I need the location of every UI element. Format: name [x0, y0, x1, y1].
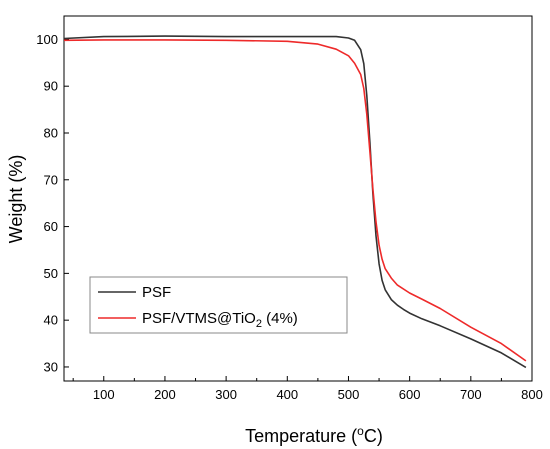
y-axis-title: Weight (%): [6, 155, 26, 244]
x-axis-title-degree: o: [357, 424, 364, 438]
y-tick-label: 80: [44, 125, 58, 140]
x-tick-label: 600: [399, 387, 421, 402]
legend-label-psf: PSF: [142, 284, 171, 301]
x-axis-title: Temperature (oC): [245, 424, 383, 446]
y-tick-label: 50: [44, 266, 58, 281]
x-axis-title-suffix: C): [364, 426, 383, 446]
legend-label-composite-subscript: 2: [256, 318, 262, 330]
x-axis-title-prefix: Temperature (: [245, 426, 357, 446]
x-tick-label: 300: [215, 387, 237, 402]
x-tick-label: 400: [276, 387, 298, 402]
y-tick-label: 40: [44, 313, 58, 328]
legend-label-composite-suffix: (4%): [262, 310, 298, 327]
x-tick-label: 100: [93, 387, 115, 402]
y-axis: 30 40 50 60 70 80 90 100: [36, 32, 69, 374]
plot-series: [63, 35, 527, 369]
x-axis: 100 200 300 400 500 600 700 800: [72, 376, 543, 402]
series-line-psf-vtms-tio2: [63, 39, 527, 362]
legend: PSF PSF/VTMS@TiO2 (4%): [89, 276, 348, 334]
legend-label-composite-prefix: PSF/VTMS@TiO: [142, 310, 256, 327]
y-tick-label: 70: [44, 172, 58, 187]
y-tick-label: 60: [44, 219, 58, 234]
y-tick-label: 30: [44, 359, 58, 374]
y-tick-label: 100: [36, 32, 58, 47]
y-tick-label: 90: [44, 79, 58, 94]
legend-box: [89, 276, 348, 334]
plot-frame: [63, 15, 533, 382]
x-tick-label: 800: [521, 387, 543, 402]
legend-label-composite: PSF/VTMS@TiO2 (4%): [142, 310, 298, 330]
x-tick-label: 700: [460, 387, 482, 402]
x-tick-label: 200: [154, 387, 176, 402]
x-tick-label: 500: [338, 387, 360, 402]
